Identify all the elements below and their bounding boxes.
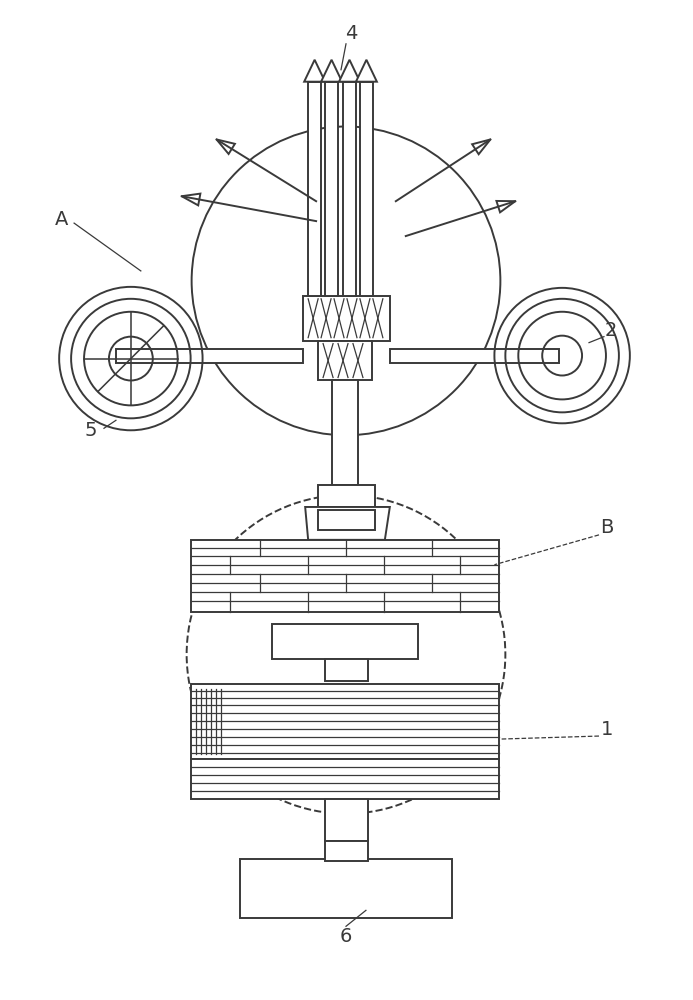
Polygon shape [305, 507, 390, 540]
Bar [390, 349, 559, 363]
Text: A: A [55, 210, 68, 229]
Text: 4: 4 [345, 24, 357, 43]
Bar [325, 82, 338, 296]
Polygon shape [182, 194, 200, 205]
Bar [191, 759, 500, 799]
Bar [272, 624, 418, 659]
Bar [325, 841, 368, 861]
Bar [318, 510, 375, 530]
Bar [191, 540, 500, 612]
Bar [343, 82, 356, 296]
Bar [332, 380, 358, 485]
Polygon shape [472, 139, 491, 154]
Text: 2: 2 [605, 321, 617, 340]
Bar [116, 349, 303, 363]
Bar [325, 659, 368, 681]
Bar [318, 341, 372, 380]
Bar [303, 296, 390, 341]
Bar [360, 82, 373, 296]
Bar [318, 485, 375, 507]
Polygon shape [304, 60, 325, 82]
Polygon shape [321, 60, 342, 82]
Bar [191, 684, 500, 759]
Polygon shape [356, 60, 377, 82]
Text: 6: 6 [340, 927, 352, 946]
Bar [308, 82, 321, 296]
Bar [325, 799, 368, 841]
Text: 5: 5 [85, 421, 97, 440]
Text: B: B [600, 518, 613, 537]
Text: 1: 1 [601, 720, 613, 739]
Bar [240, 859, 452, 918]
Polygon shape [216, 139, 235, 154]
Polygon shape [339, 60, 360, 82]
Polygon shape [496, 201, 516, 212]
